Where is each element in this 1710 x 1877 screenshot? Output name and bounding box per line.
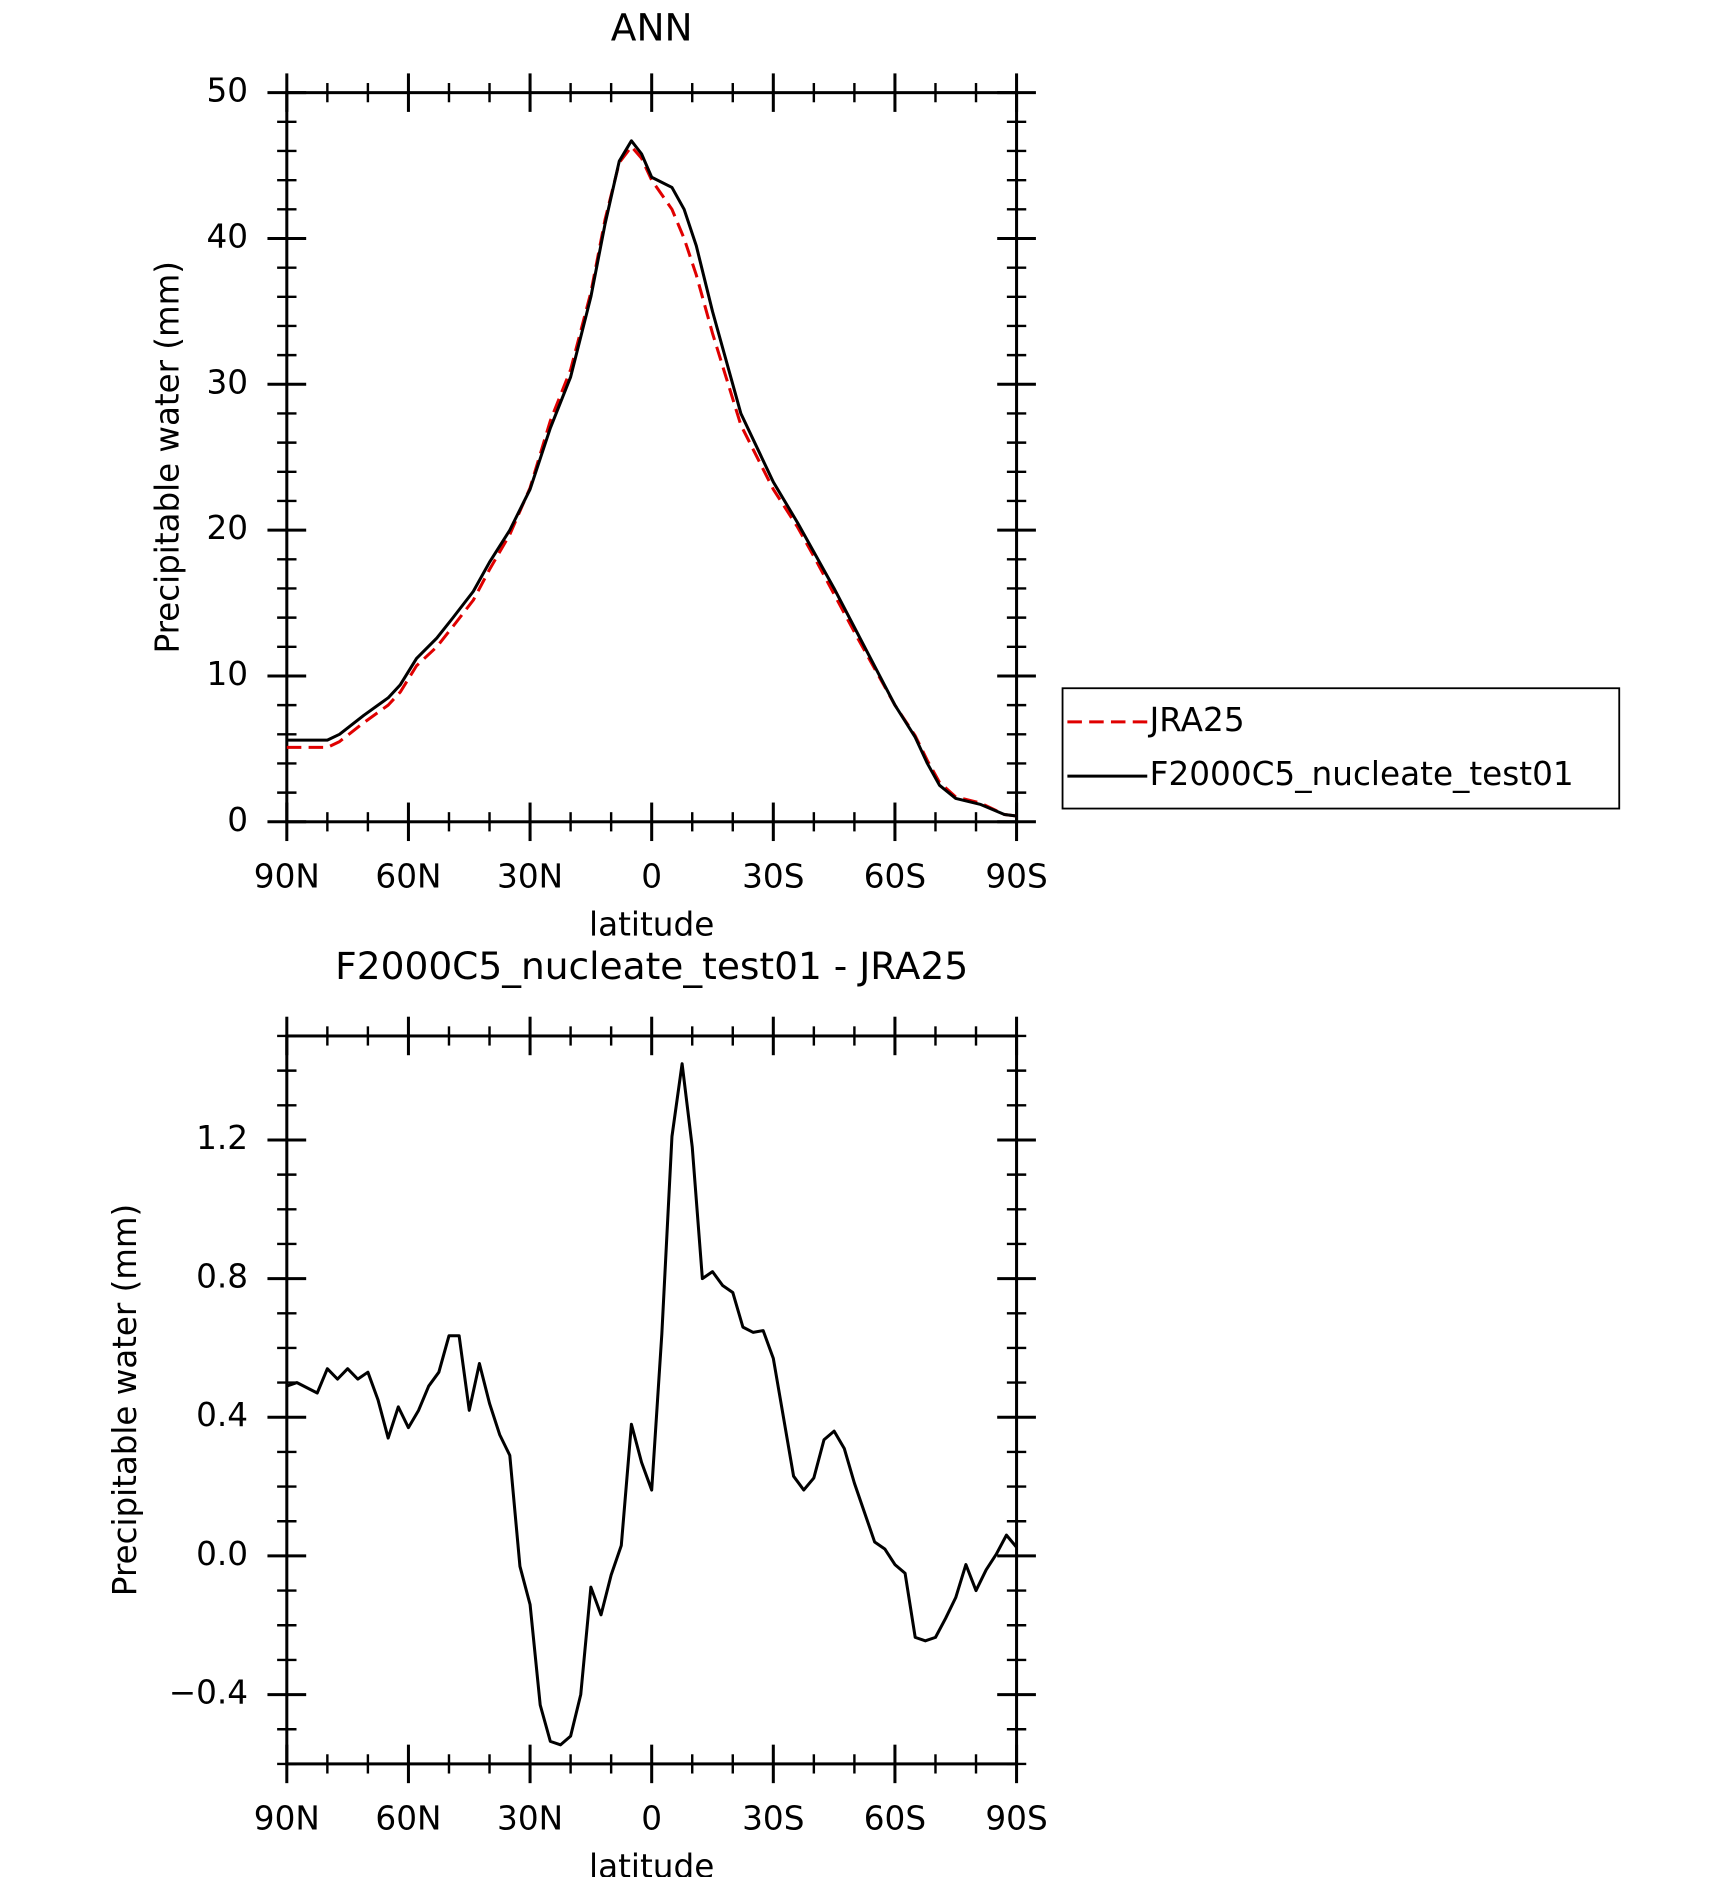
chart-title: F2000C5_nucleate_test01 - JRA25 bbox=[335, 944, 968, 988]
chart-title: ANN bbox=[611, 6, 693, 50]
y-tick-label: 50 bbox=[207, 72, 249, 110]
x-tick-label: 90N bbox=[254, 857, 320, 895]
x-axis-label: latitude bbox=[589, 906, 714, 944]
x-tick-label: 60N bbox=[375, 1800, 441, 1838]
legend-box bbox=[1061, 687, 1621, 810]
x-tick-label: 30N bbox=[497, 1800, 563, 1838]
x-tick-label: 0 bbox=[641, 1800, 662, 1838]
y-axis-label: Precipitable water (mm) bbox=[148, 261, 186, 653]
x-axis-label: latitude bbox=[589, 1848, 714, 1877]
y-tick-label: 10 bbox=[207, 655, 249, 693]
x-tick-label: 60N bbox=[375, 857, 441, 895]
data-line bbox=[286, 139, 1017, 818]
legend-label: JRA25 bbox=[1148, 701, 1245, 739]
plot-frame bbox=[285, 91, 1019, 824]
x-tick-label: 30S bbox=[742, 857, 804, 895]
y-tick-label: 0.8 bbox=[196, 1258, 248, 1296]
data-line bbox=[286, 1062, 1018, 1747]
x-tick-label: 30N bbox=[497, 857, 563, 895]
y-tick-label: −0.4 bbox=[169, 1674, 248, 1712]
x-tick-label: 90S bbox=[985, 857, 1047, 895]
y-tick-label: 40 bbox=[207, 218, 249, 256]
x-tick-label: 0 bbox=[641, 857, 662, 895]
y-tick-label: 0 bbox=[227, 801, 248, 839]
y-axis-label: Precipitable water (mm) bbox=[106, 1204, 144, 1596]
y-tick-label: 30 bbox=[207, 363, 249, 401]
plot-frame bbox=[285, 1034, 1019, 1766]
x-tick-label: 60S bbox=[864, 1800, 926, 1838]
y-tick-label: 0.0 bbox=[196, 1535, 248, 1573]
legend-label: F2000C5_nucleate_test01 bbox=[1150, 755, 1574, 793]
y-tick-label: 0.4 bbox=[196, 1396, 248, 1434]
x-tick-label: 60S bbox=[864, 857, 926, 895]
y-tick-label: 1.2 bbox=[196, 1119, 248, 1157]
data-line bbox=[286, 145, 1017, 818]
x-tick-label: 30S bbox=[742, 1800, 804, 1838]
y-tick-label: 20 bbox=[207, 509, 249, 547]
x-tick-label: 90N bbox=[254, 1800, 320, 1838]
x-tick-label: 90S bbox=[985, 1800, 1047, 1838]
